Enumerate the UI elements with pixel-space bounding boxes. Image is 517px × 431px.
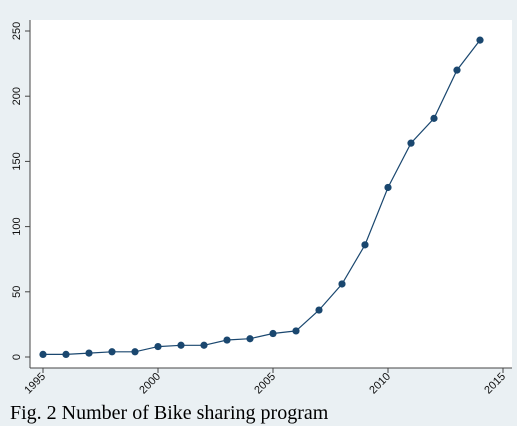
data-point [269, 329, 277, 338]
data-point [154, 342, 162, 351]
data-point [315, 306, 323, 314]
data-point [131, 348, 139, 356]
data-point [223, 336, 231, 344]
plot-area [30, 20, 512, 368]
y-axis-ticks: 0 50 100 150 200 250 [11, 22, 30, 360]
data-point [338, 280, 346, 288]
data-point [476, 36, 484, 44]
data-point [430, 114, 438, 122]
data-point [246, 335, 254, 343]
data-point [85, 349, 93, 357]
y-tick-label: 100 [11, 217, 23, 235]
data-point [453, 66, 461, 74]
y-tick-label: 250 [11, 22, 23, 40]
data-point [177, 341, 185, 349]
figure-caption: Fig. 2 Number of Bike sharing program [10, 402, 329, 424]
data-point [292, 327, 300, 335]
data-point [62, 350, 70, 358]
y-tick-label: 50 [11, 286, 23, 298]
data-point [361, 241, 369, 249]
y-tick-label: 200 [11, 87, 23, 105]
data-point [39, 350, 47, 358]
series-layer [39, 36, 484, 358]
data-point [108, 348, 116, 356]
data-point [200, 341, 208, 349]
series-line [43, 39, 481, 355]
data-point [407, 139, 415, 147]
y-tick-label: 150 [11, 152, 23, 170]
data-point [384, 183, 392, 192]
y-tick-label: 0 [11, 354, 23, 360]
